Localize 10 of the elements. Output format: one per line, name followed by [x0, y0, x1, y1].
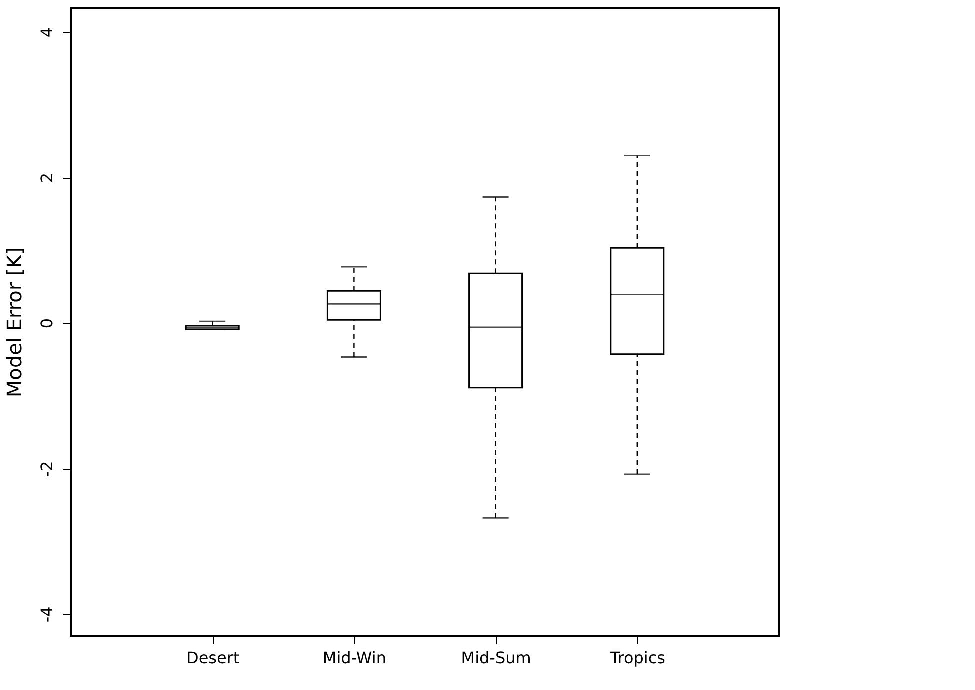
y-tick-label: -4: [38, 606, 56, 623]
y-tick-label: 0: [38, 318, 56, 329]
y-tick-label: -2: [38, 461, 56, 478]
y-axis-title: Model Error [K]: [2, 247, 26, 398]
x-tick-label: Desert: [186, 648, 240, 668]
x-tick-label: Mid-Sum: [461, 648, 532, 668]
x-tick-label: Mid-Win: [322, 648, 386, 668]
y-tick-label: 4: [38, 27, 56, 38]
x-tick-label: Tropics: [609, 648, 666, 668]
y-tick-label: 2: [38, 172, 56, 184]
